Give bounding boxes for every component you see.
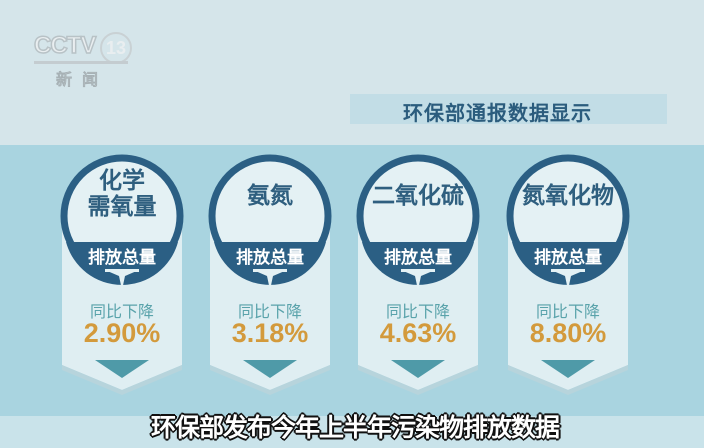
card-shape <box>506 154 630 395</box>
card-shape <box>60 154 184 395</box>
change-value: 4.63% <box>379 318 457 348</box>
band-label: 排放总量 <box>88 248 156 268</box>
logo-subtitle: 新闻 <box>55 70 109 90</box>
news-caption: 环保部发布今年上半年污染物排放数据 <box>150 413 560 442</box>
pollutant-card: 氮氧化物 排放总量 同比下降 8.80% <box>503 150 633 395</box>
pollutant-name-line: 二氧化硫 <box>372 183 464 209</box>
logo-brand: CCTV <box>33 31 97 60</box>
change-label: 同比下降 <box>535 302 600 321</box>
down-arrow-icon <box>391 360 445 378</box>
card-shape <box>208 154 332 395</box>
change-value: 8.80% <box>529 318 607 348</box>
change-label: 同比下降 <box>237 302 302 321</box>
title-banner: 环保部通报数据显示 <box>350 94 667 125</box>
change-value: 2.90% <box>83 318 161 348</box>
title-text: 环保部通报数据显示 <box>403 101 592 125</box>
caption-band <box>0 416 704 448</box>
down-arrow-icon <box>95 360 149 378</box>
pollutant-name-line: 化学 <box>99 168 145 194</box>
change-label: 同比下降 <box>89 302 154 321</box>
band-label: 排放总量 <box>384 248 452 268</box>
down-arrow-icon <box>243 360 297 378</box>
logo-divider <box>34 61 128 64</box>
pollutant-card: 二氧化硫 排放总量 同比下降 4.63% <box>353 150 483 395</box>
band-label: 排放总量 <box>236 248 304 268</box>
change-label: 同比下降 <box>385 302 450 321</box>
pollutant-card: 化学 需氧量 排放总量 同比下降 2.90% <box>57 150 187 395</box>
down-arrow-icon <box>541 360 595 378</box>
pollutant-name-line: 需氧量 <box>87 194 157 220</box>
pollutant-card: 氨氮 排放总量 同比下降 3.18% <box>205 150 335 395</box>
card-shape <box>356 154 480 395</box>
pollutant-name: 二氧化硫 <box>353 183 483 209</box>
logo-channel: 13 <box>100 32 132 64</box>
pollutant-name-line: 氨氮 <box>247 183 293 209</box>
pollutant-name: 化学 需氧量 <box>57 168 187 220</box>
band-label: 排放总量 <box>534 248 602 268</box>
pollutant-name-line: 氮氧化物 <box>522 183 614 209</box>
change-value: 3.18% <box>231 318 309 348</box>
pollutant-name: 氮氧化物 <box>503 183 633 209</box>
cctv13-logo: CCTV 13 新闻 <box>33 30 134 90</box>
pollutant-name: 氨氮 <box>205 183 335 209</box>
